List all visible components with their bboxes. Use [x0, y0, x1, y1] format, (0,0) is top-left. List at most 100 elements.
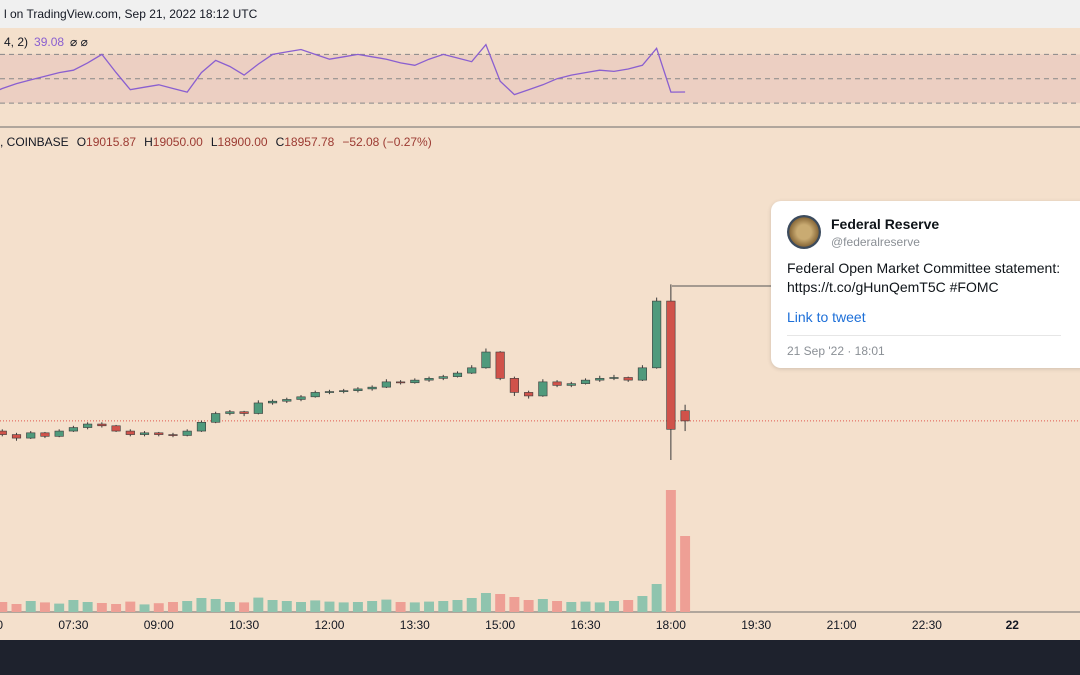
o-prefix: O [77, 135, 86, 149]
h-value: 19050.00 [153, 135, 203, 149]
volume-bar [381, 599, 392, 612]
volume-bar [210, 599, 221, 612]
candle-body [438, 376, 448, 379]
c-prefix: C [276, 135, 285, 149]
candle-body [11, 434, 22, 439]
volume-bar [153, 603, 164, 612]
volume-bar [182, 601, 193, 612]
top-bar [0, 0, 1080, 28]
x-tick-label: 15:00 [485, 618, 515, 632]
candle-body [637, 367, 647, 381]
volume-bar [54, 603, 65, 612]
candle-body [538, 381, 548, 397]
candle-body [524, 392, 534, 397]
volume-bar [253, 597, 264, 612]
tweet-name: Federal Reserve [831, 216, 940, 232]
x-tick-label: 22:30 [912, 618, 942, 632]
candle-body [566, 383, 576, 386]
volume-bar [168, 602, 178, 612]
volume-bar [680, 536, 691, 612]
candle-body [652, 300, 662, 369]
x-tick-label: 16:30 [571, 618, 601, 632]
x-tick-label: 07:30 [58, 618, 88, 632]
volume-bar [552, 601, 563, 612]
rsi-params: 4, 2) [4, 35, 28, 49]
volume-bar [338, 602, 349, 612]
volume-bar [96, 603, 107, 612]
volume-bar [608, 601, 619, 612]
candle-body [680, 410, 690, 422]
x-tick-label: 21:00 [827, 618, 857, 632]
candle-body [396, 381, 406, 384]
divider [787, 335, 1061, 336]
bottom-bar [0, 640, 1080, 675]
volume-bar [594, 602, 605, 612]
volume-bar [324, 601, 335, 612]
volume-bar [466, 598, 477, 612]
l-prefix: L [211, 135, 218, 149]
x-tick-label: 13:30 [400, 618, 430, 632]
candle-body [253, 402, 263, 414]
volume-bar [395, 602, 406, 612]
volume-bar [438, 601, 449, 612]
volume-bar [239, 602, 250, 612]
candle-body [580, 379, 591, 384]
x-tick-label: 09:00 [144, 618, 174, 632]
volume-bar [580, 601, 591, 612]
candle-body [424, 378, 434, 381]
candle-body [495, 351, 505, 379]
c-value: 18957.78 [284, 135, 334, 149]
candle-body [367, 386, 377, 390]
candle-body [125, 430, 135, 435]
tweet-text: Federal Open Market Committee statement:… [787, 259, 1060, 297]
candle-body [296, 396, 306, 400]
volume-bar [424, 601, 435, 612]
candle-body [623, 377, 633, 381]
candle-body [267, 400, 278, 404]
volume-bar [637, 596, 648, 612]
candle-body [452, 372, 463, 377]
candle-body [324, 391, 335, 393]
volume-bar [665, 490, 676, 612]
header: l on TradingView.com, Sep 21, 2022 18:12… [4, 7, 258, 21]
candle-body [467, 367, 477, 374]
candle-body [666, 300, 676, 430]
candle-body [154, 432, 164, 435]
candle-body [196, 421, 207, 432]
volume-bar [480, 593, 491, 612]
candle-body [97, 423, 107, 427]
volume-bar [537, 599, 548, 612]
volume-bar [452, 600, 463, 612]
change: −52.08 (−0.27%) [342, 135, 431, 149]
candle-body [68, 427, 78, 432]
volume-bar [267, 600, 278, 612]
volume-bar [367, 601, 378, 612]
x-tick-label: 19:30 [741, 618, 771, 632]
tweet-link[interactable]: Link to tweet [787, 309, 866, 325]
candle-body [225, 411, 235, 414]
candle-body [410, 379, 420, 384]
avatar [787, 215, 821, 249]
candle-body [595, 378, 605, 381]
rsi-value: 39.08 [34, 35, 64, 49]
candle-body [509, 378, 519, 393]
candle-body [552, 381, 562, 386]
candle-body [168, 434, 178, 436]
candle-body [353, 388, 363, 391]
volume-bar [523, 600, 534, 612]
volume-bar [651, 584, 662, 612]
volume-bar [310, 600, 321, 612]
volume-bar [409, 602, 420, 612]
o-value: 19015.87 [86, 135, 136, 149]
candle-body [139, 432, 150, 435]
candle-body [239, 411, 249, 414]
tweet-line: https://t.co/gHunQemT5C #FOMC [787, 279, 999, 295]
candle-body [282, 399, 292, 402]
volume-bar [68, 600, 79, 612]
candle-body [83, 423, 93, 428]
symbol: , COINBASE [0, 135, 69, 149]
volume-bar [495, 594, 506, 612]
volume-bar [111, 604, 122, 612]
